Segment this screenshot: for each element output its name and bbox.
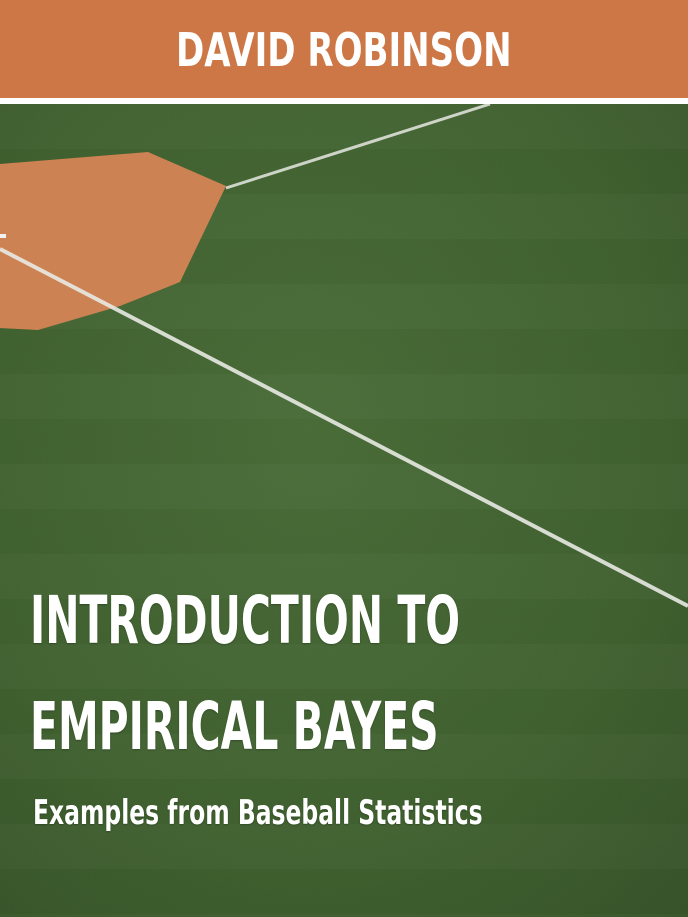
foul-line-main xyxy=(0,247,688,608)
banner-divider xyxy=(0,98,688,104)
baseball-field-image xyxy=(0,104,688,917)
book-subtitle: Examples from Baseball Statistics xyxy=(33,793,483,833)
book-title-line-2: EMPIRICAL BAYES xyxy=(30,688,439,765)
author-banner: DAVID ROBINSON xyxy=(0,0,688,98)
infield-dirt xyxy=(0,152,226,330)
book-title-line-1: INTRODUCTION TO xyxy=(30,582,461,659)
author-name: DAVID ROBINSON xyxy=(176,23,512,77)
foul-line-upper xyxy=(225,104,491,190)
